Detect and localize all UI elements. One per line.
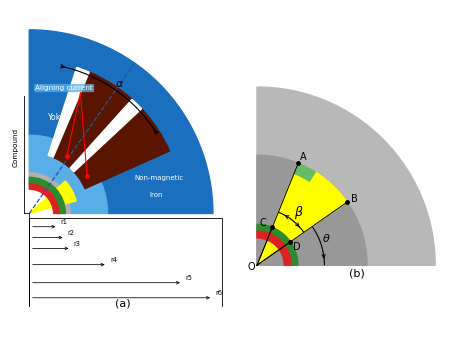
Text: r3: r3	[74, 240, 81, 247]
Text: r2: r2	[68, 230, 75, 236]
Text: (a): (a)	[115, 299, 130, 309]
Text: (b): (b)	[349, 268, 365, 278]
Wedge shape	[257, 231, 291, 265]
Wedge shape	[257, 163, 347, 265]
Wedge shape	[29, 30, 213, 213]
Text: Aligning current: Aligning current	[35, 85, 93, 91]
Wedge shape	[294, 163, 315, 181]
Text: D: D	[293, 242, 301, 252]
Text: $\alpha$: $\alpha$	[115, 79, 125, 89]
Text: O: O	[247, 262, 255, 272]
Wedge shape	[48, 68, 89, 157]
Text: B: B	[351, 194, 358, 204]
Text: Non-magnetic: Non-magnetic	[135, 175, 184, 181]
Text: r1: r1	[61, 219, 67, 225]
Wedge shape	[29, 181, 76, 213]
Text: A: A	[301, 152, 307, 162]
Wedge shape	[257, 224, 298, 265]
Text: r4: r4	[110, 257, 117, 263]
Wedge shape	[74, 109, 170, 189]
Text: r6: r6	[215, 290, 222, 296]
Text: Iron: Iron	[150, 192, 163, 198]
Wedge shape	[257, 87, 435, 265]
Text: r5: r5	[185, 275, 192, 281]
Text: $\theta$: $\theta$	[322, 232, 331, 244]
Text: $\beta$: $\beta$	[294, 204, 304, 221]
FancyBboxPatch shape	[29, 218, 222, 307]
Wedge shape	[29, 135, 108, 213]
Wedge shape	[29, 184, 59, 213]
Wedge shape	[29, 171, 72, 213]
Text: Yoke: Yoke	[47, 113, 65, 122]
Text: Compound: Compound	[13, 128, 19, 167]
Text: C: C	[259, 218, 266, 228]
Wedge shape	[257, 155, 367, 265]
Wedge shape	[70, 99, 142, 172]
Wedge shape	[29, 177, 65, 213]
Wedge shape	[53, 72, 132, 168]
